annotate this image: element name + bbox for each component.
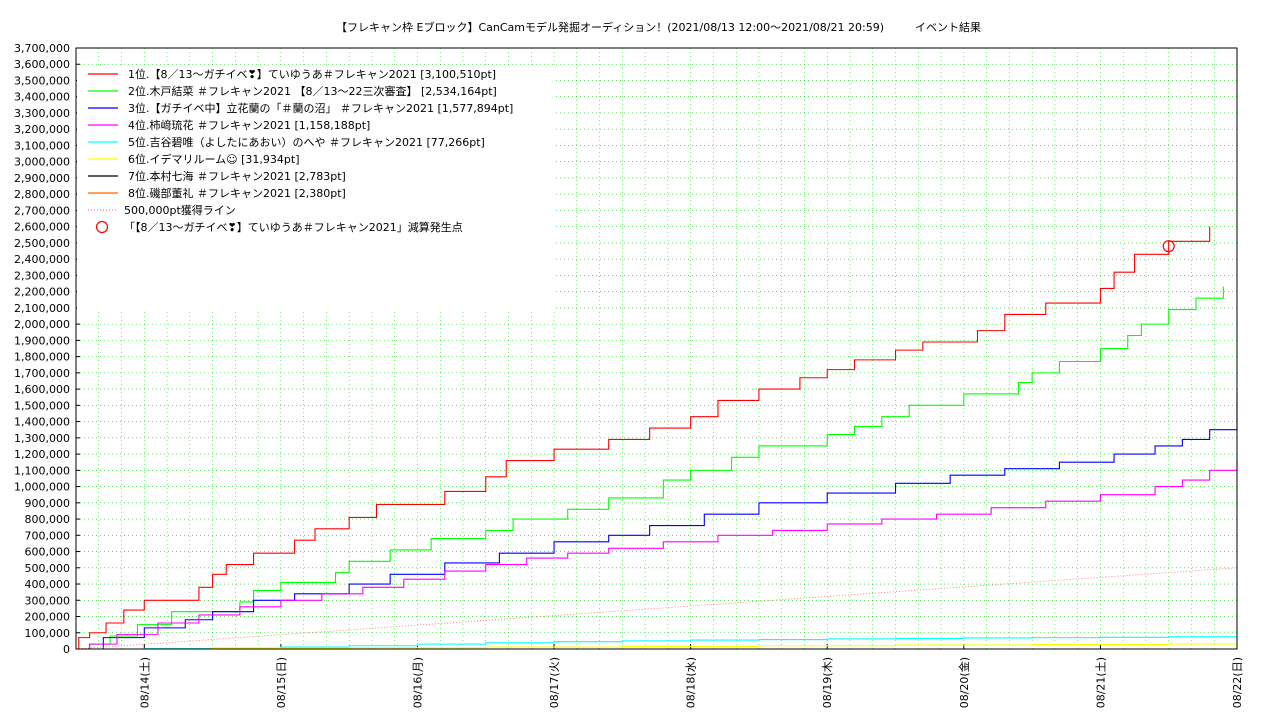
y-tick-label: 3,700,000 <box>14 42 70 55</box>
series-line-4 <box>76 460 1238 650</box>
y-tick-label: 3,100,000 <box>14 139 70 152</box>
y-tick-label: 2,700,000 <box>14 204 70 217</box>
legend-label: 1位.【8／13〜ガチイベ❣】ていゆうあ＃フレキャン2021 [3,100,51… <box>128 67 496 81</box>
legend-label: 5位.吉谷碧唯（よしたにあおい）のへや ＃フレキャン2021 [77,266pt… <box>128 135 485 149</box>
y-tick-label: 800,000 <box>25 513 71 526</box>
series-line-5 <box>76 636 1238 650</box>
chart-title: 【フレキャン枠 Eブロック】CanCamモデル発掘オーディション！(2021/0… <box>336 20 884 34</box>
y-tick-label: 100,000 <box>25 627 71 640</box>
y-tick-label: 3,400,000 <box>14 91 70 104</box>
y-tick-label: 2,100,000 <box>14 302 70 315</box>
y-tick-label: 1,000,000 <box>14 481 70 494</box>
y-tick-label: 400,000 <box>25 578 71 591</box>
y-tick-label: 1,900,000 <box>14 334 70 347</box>
legend-label: 8位.磯部董礼 ＃フレキャン2021 [2,380pt] <box>128 186 346 200</box>
legend-label: 6位.イデマリルーム☺ [31,934pt] <box>128 152 300 166</box>
plot-frame <box>75 47 1238 650</box>
y-tick-label: 3,300,000 <box>14 107 70 120</box>
y-tick-label: 2,200,000 <box>14 286 70 299</box>
legend-box <box>77 66 555 310</box>
legend-label: 500,000pt獲得ライン <box>124 204 236 217</box>
legend-label: 2位.木戸結菜 ＃フレキャン2021 【8／13〜22三次審査】 [2,534,… <box>128 84 497 98</box>
y-tick-label: 1,300,000 <box>14 432 70 445</box>
y-tick-label: 1,500,000 <box>14 399 70 412</box>
x-tick-label: 08/19(木) <box>821 657 834 708</box>
legend: 1位.【8／13〜ガチイベ❣】ていゆうあ＃フレキャン2021 [3,100,51… <box>88 67 513 234</box>
series-line-6 <box>76 643 1238 650</box>
y-tick-label: 3,500,000 <box>14 74 70 87</box>
x-tick-label: 08/16(月) <box>411 657 424 708</box>
y-tick-label: 900,000 <box>25 497 71 510</box>
deduction-point-marker <box>1162 240 1175 253</box>
x-axis: 08/14(土) 08/15(日) 08/16(月) 08/17(火) 08/18(水)… <box>138 644 1244 708</box>
legend-label: 7位.本村七海 ＃フレキャン2021 [2,783pt] <box>128 169 346 183</box>
y-tick-label: 2,300,000 <box>14 269 70 282</box>
y-tick-label: 1,700,000 <box>14 367 70 380</box>
legend-label: 3位.【ガチイベ中】立花蘭の「＃蘭の沼」 ＃フレキャン2021 [1,577,8… <box>128 101 513 115</box>
x-tick-label: 08/18(水) <box>685 657 698 708</box>
legend-background <box>77 66 555 310</box>
y-tick-label: 2,000,000 <box>14 318 70 331</box>
y-axis: 0 100,000 200,000 300,000 400,000 500,000 600,… <box>14 42 80 656</box>
series-line-1 <box>76 226 1211 650</box>
series-line-2 <box>76 286 1224 650</box>
y-tick-label: 300,000 <box>25 594 71 607</box>
y-tick-label: 0 <box>63 643 70 656</box>
legend-label: 「【8／13〜ガチイベ❣】ていゆうあ＃フレキャン2021」減算発生点 <box>124 220 463 234</box>
y-tick-label: 2,800,000 <box>14 188 70 201</box>
y-tick-label: 2,400,000 <box>14 253 70 266</box>
x-tick-label: 08/20(金) <box>957 657 971 708</box>
y-tick-label: 200,000 <box>25 611 71 624</box>
y-tick-label: 1,600,000 <box>14 383 70 396</box>
x-tick-label: 08/17(火) <box>548 657 561 708</box>
grid-lines <box>76 48 1237 649</box>
y-tick-label: 2,500,000 <box>14 237 70 250</box>
x-tick-label: 08/14(土) <box>138 657 151 708</box>
legend-marker <box>95 220 109 234</box>
y-tick-label: 1,100,000 <box>14 464 70 477</box>
y-tick-label: 600,000 <box>25 546 71 559</box>
y-tick-label: 3,200,000 <box>14 123 70 136</box>
y-tick-label: 500,000 <box>25 562 71 575</box>
x-tick-label: 08/21(土) <box>1094 657 1107 708</box>
x-tick-label: 08/22(日) <box>1231 657 1244 708</box>
y-tick-label: 1,200,000 <box>14 448 70 461</box>
y-tick-label: 700,000 <box>25 529 71 542</box>
chart-subtitle: イベント結果 <box>915 20 981 34</box>
y-tick-label: 3,600,000 <box>14 58 70 71</box>
y-tick-label: 1,400,000 <box>14 416 70 429</box>
x-tick-label: 08/15(日) <box>275 657 288 708</box>
y-tick-label: 2,600,000 <box>14 221 70 234</box>
series-line-threshold <box>75 567 1238 650</box>
y-tick-label: 3,000,000 <box>14 156 70 169</box>
y-tick-label: 1,800,000 <box>14 351 70 364</box>
y-tick-label: 2,900,000 <box>14 172 70 185</box>
legend-label: 4位.柿﨑琉花 ＃フレキャン2021 [1,158,188pt] <box>128 118 370 132</box>
series-line-3 <box>76 392 1238 650</box>
